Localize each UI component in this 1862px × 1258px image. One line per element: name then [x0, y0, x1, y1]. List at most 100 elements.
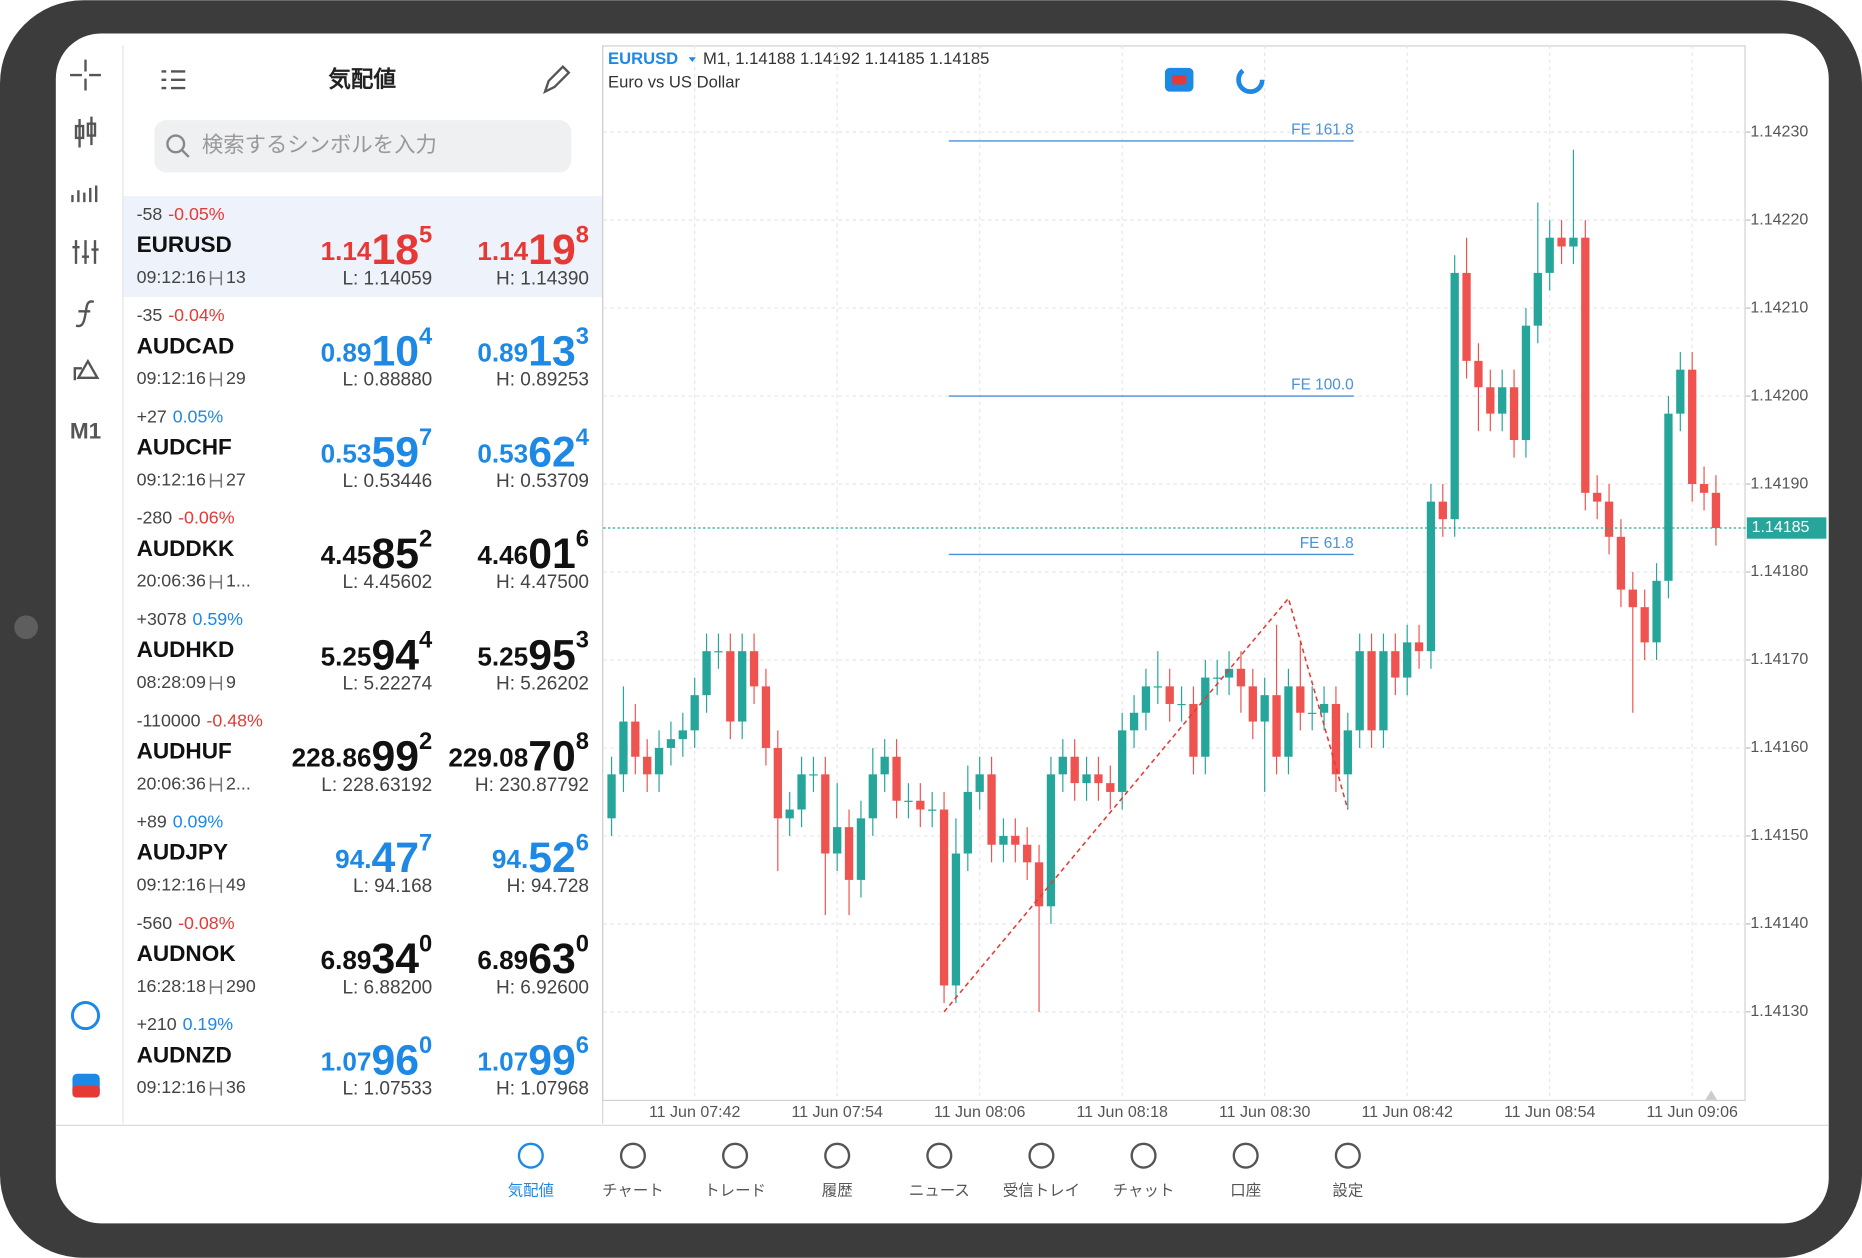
ask-pips: 95	[528, 632, 576, 680]
day-low: L: 0.53446	[342, 471, 432, 492]
symbol: EURUSD	[137, 232, 232, 257]
bid-pips: 47	[371, 834, 419, 882]
quote-time: 20:06:36	[137, 571, 206, 591]
x-tick-label: 11 Jun 08:18	[1076, 1103, 1168, 1121]
fibo-label: FE 161.8	[1291, 121, 1354, 138]
tab-label: チャート	[602, 1182, 664, 1199]
bid-prefix: 0.89	[321, 337, 372, 367]
candle-body	[999, 835, 1008, 845]
ask-fraction: 4	[576, 424, 590, 451]
candle-body	[1201, 677, 1210, 757]
quote-time: 08:28:09	[137, 672, 206, 692]
list-icon[interactable]	[161, 70, 186, 90]
candle-body	[1343, 730, 1352, 775]
quote-time: 09:12:16	[137, 469, 206, 489]
bid-fraction: 5	[419, 222, 432, 249]
tab-icon	[824, 1142, 851, 1169]
change-percent: 0.19%	[183, 1014, 234, 1034]
ask-fraction: 6	[576, 830, 589, 857]
candle-body	[702, 651, 711, 696]
tab[interactable]: 気配値	[508, 1142, 554, 1200]
day-high: H: 230.87792	[475, 775, 589, 796]
spread: 290	[226, 976, 256, 996]
candle-body	[1426, 501, 1436, 652]
y-tick-label: 1.14150	[1750, 826, 1808, 844]
candle-body	[1034, 862, 1044, 907]
tab[interactable]: 口座	[1230, 1142, 1261, 1200]
candle-body	[844, 827, 854, 880]
bid-price: 5.25944	[321, 627, 433, 680]
candle-body	[654, 747, 664, 775]
candle-icon[interactable]	[74, 116, 97, 148]
change: -58	[137, 204, 163, 224]
bid-fraction: 7	[419, 424, 432, 451]
spread: 2...	[226, 773, 251, 793]
bid-fraction: 2	[419, 728, 432, 755]
search-box[interactable]	[154, 120, 572, 173]
y-tick-label: 1.14140	[1750, 914, 1808, 932]
current-price-label: 1.14185	[1752, 518, 1810, 536]
search-icon	[166, 134, 186, 154]
ask-price: 6.89630	[477, 931, 589, 984]
tab-icon	[722, 1142, 749, 1169]
ask-fraction: 6	[576, 1032, 589, 1059]
symbol: AUDJPY	[137, 840, 228, 865]
signal-icon[interactable]	[70, 1000, 101, 1031]
bid-prefix: 4.45	[321, 540, 372, 570]
symbol: AUDCAD	[137, 333, 235, 358]
day-low: L: 228.63192	[321, 775, 432, 796]
tab[interactable]: トレード	[704, 1142, 766, 1200]
display	[55, 33, 1829, 1224]
candle-body	[1509, 387, 1519, 441]
bid-price: 228.86992	[292, 728, 433, 781]
tab[interactable]: 設定	[1332, 1142, 1363, 1200]
candle-body	[1474, 360, 1483, 388]
search-icon-handle	[180, 149, 190, 158]
tab[interactable]: 履歴	[822, 1142, 853, 1200]
candle-body	[773, 747, 782, 819]
quote-time: 09:12:16	[137, 1077, 206, 1097]
bid-prefix: 5.25	[321, 641, 372, 671]
candle-body	[963, 791, 972, 854]
ask-prefix: 5.25	[477, 641, 528, 671]
spread-icon	[209, 473, 223, 488]
objects-icon[interactable]	[73, 358, 100, 381]
tab-icon	[1334, 1142, 1361, 1169]
x-tick-label: 11 Jun 08:06	[934, 1103, 1026, 1121]
timer-icon[interactable]	[1236, 65, 1265, 95]
candle-body	[1129, 712, 1139, 731]
tab[interactable]: 受信トレイ	[1003, 1142, 1080, 1200]
bid-prefix: 6.89	[321, 945, 372, 975]
bars-icon[interactable]	[71, 185, 98, 203]
tab-label: トレード	[704, 1182, 766, 1199]
tab-icon	[619, 1142, 646, 1169]
crosshair-icon[interactable]	[70, 59, 101, 91]
settings-icon[interactable]	[72, 240, 99, 264]
chart-info: M1, 1.14188 1.14192 1.14185 1.14185	[703, 49, 989, 68]
bid-fraction: 7	[419, 830, 432, 857]
tab[interactable]: チャット	[1113, 1142, 1175, 1200]
spread: 29	[226, 368, 246, 388]
candle-body	[1236, 668, 1246, 687]
edit-icon[interactable]	[543, 65, 571, 95]
day-low: L: 94.168	[353, 876, 432, 897]
indicator-icon[interactable]	[75, 300, 95, 328]
ask-pips: 01	[528, 530, 576, 578]
candle-body	[868, 774, 877, 819]
candle-body	[1498, 387, 1507, 414]
ask-pips: 63	[528, 936, 576, 984]
change-percent: 0.09%	[173, 812, 224, 832]
y-tick-label: 1.14230	[1750, 122, 1808, 140]
change: -110000	[137, 710, 201, 730]
day-low: L: 1.14059	[342, 268, 432, 289]
candle-body	[1545, 237, 1554, 273]
tab[interactable]: ニュース	[909, 1142, 970, 1200]
bottom-left-icons	[70, 1000, 101, 1098]
tab[interactable]: チャート	[602, 1142, 664, 1200]
y-tick-label: 1.14180	[1750, 562, 1808, 580]
change: +210	[137, 1014, 177, 1034]
candle-body	[1141, 686, 1151, 713]
ask-price: 229.08708	[448, 728, 589, 781]
candle-body	[1011, 835, 1020, 845]
